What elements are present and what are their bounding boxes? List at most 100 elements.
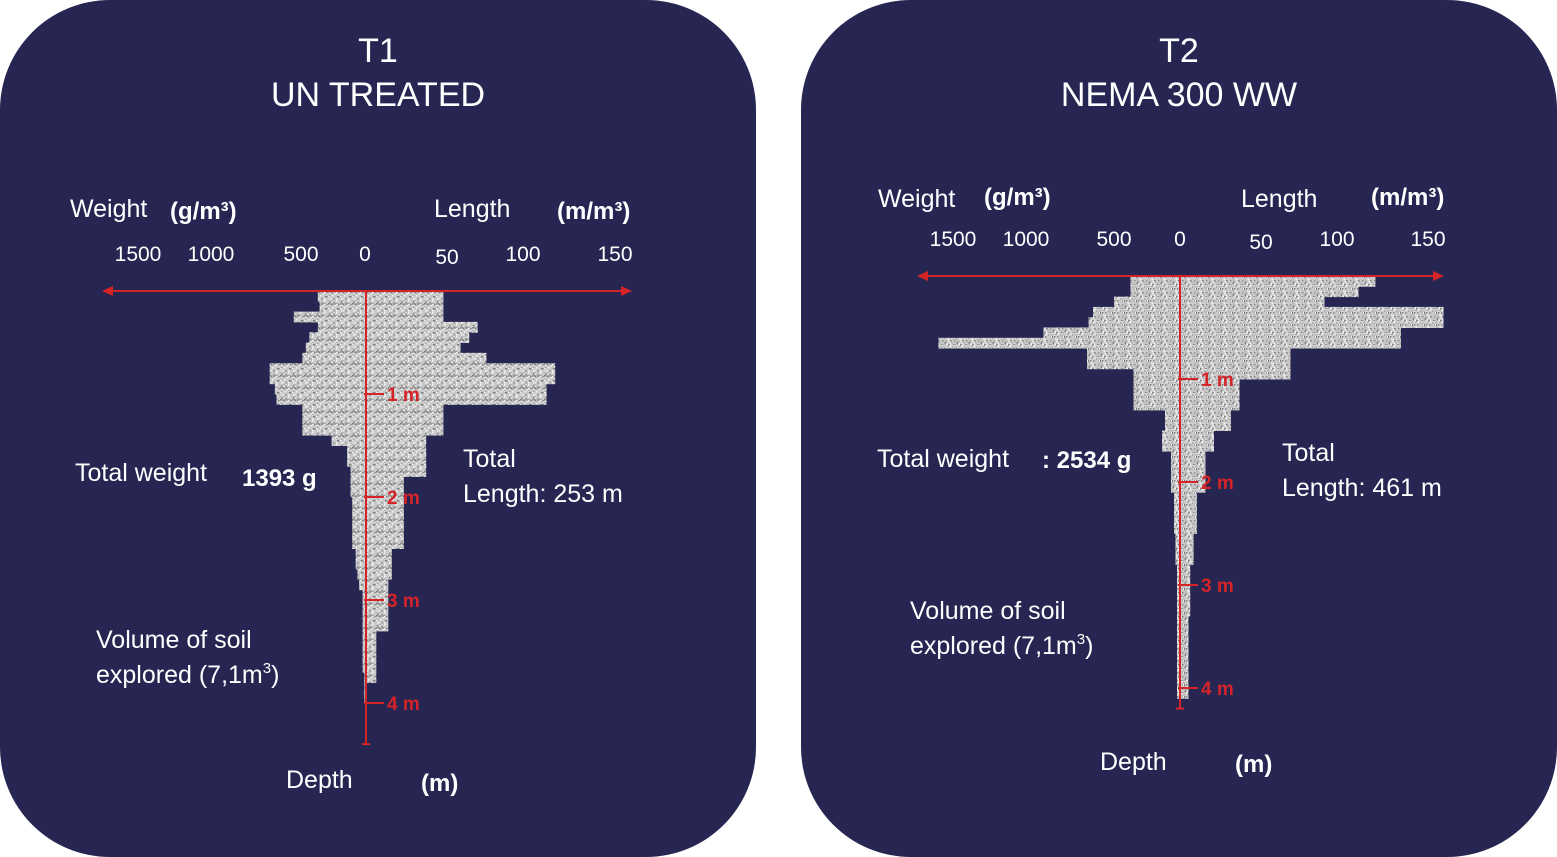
- length-axis-label: Length: [434, 195, 510, 223]
- length-bar: [1180, 368, 1291, 380]
- tick-labels: 1 m 2 m 3 m 4 m 1500 1000 500 0 50 100 150: [115, 243, 633, 715]
- length-bar: [366, 476, 404, 488]
- weight-bar: [1177, 605, 1180, 617]
- weight-bar: [269, 363, 366, 374]
- length-bar: [1180, 564, 1191, 576]
- weight-tick-label: 1000: [1003, 228, 1050, 251]
- depth-tick-label: 2 m: [1201, 473, 1234, 494]
- weight-bar: [1175, 543, 1180, 555]
- total-length-line2: Length: 461 m: [1282, 474, 1442, 502]
- length-bar: [1180, 615, 1189, 627]
- length-bar: [1180, 657, 1189, 668]
- weight-bar: [352, 527, 366, 539]
- weight-bar: [1130, 276, 1180, 287]
- depth-axis-unit: (m): [421, 770, 458, 797]
- length-bar: [1180, 440, 1214, 452]
- weight-bar: [1171, 461, 1180, 473]
- length-axis-label: Length: [1241, 185, 1317, 213]
- weight-bar: [269, 373, 366, 385]
- length-bar: [1180, 471, 1206, 483]
- weight-bar: [302, 404, 366, 416]
- arrow-left-icon: [102, 286, 113, 296]
- length-bar: [1180, 646, 1189, 658]
- weight-bar: [276, 394, 366, 405]
- total-weight-label: Total weight: [75, 459, 207, 487]
- length-bar: [1180, 492, 1197, 504]
- length-bar: [1180, 523, 1197, 534]
- depth-tick-label: 2 m: [387, 488, 420, 509]
- panel-t2: T2 NEMA 300 WW Weight (g/m³) Length (m/m…: [801, 0, 1557, 857]
- length-bar: [366, 435, 427, 446]
- weight-bar: [1177, 636, 1180, 648]
- length-bar: [1180, 348, 1291, 359]
- weight-bar: [1088, 317, 1180, 328]
- weight-bar: [302, 424, 366, 436]
- length-bar: [1180, 533, 1194, 545]
- length-tick-label: 100: [1319, 228, 1354, 251]
- length-bar: [366, 672, 377, 683]
- volume-line2: explored (7,1m3): [96, 660, 279, 689]
- length-bar: [1180, 399, 1240, 411]
- chart-subtitle: NEMA 300 WW: [1061, 76, 1297, 114]
- weight-bar: [1162, 430, 1180, 442]
- weight-bar: [1175, 554, 1180, 565]
- length-bar: [1180, 409, 1231, 421]
- panel-t1: T1 UN TREATED Weight (g/m³) Length (m/m³…: [0, 0, 756, 857]
- length-bar: [366, 538, 404, 549]
- length-bar: [366, 424, 444, 436]
- weight-bar: [347, 445, 366, 457]
- weight-bar: [1174, 502, 1180, 514]
- length-bar: [366, 301, 444, 313]
- length-bar: [1180, 626, 1189, 637]
- weight-bar: [352, 517, 366, 529]
- length-bar: [366, 569, 392, 580]
- chart-t2: T2 NEMA 300 WW Weight (g/m³) Length (m/m…: [877, 32, 1446, 778]
- length-bar: [366, 352, 487, 364]
- weight-bar: [309, 332, 366, 343]
- volume-line1: Volume of soil: [96, 626, 252, 654]
- weight-bar: [1177, 646, 1180, 658]
- length-bar: [366, 394, 547, 405]
- weight-bar: [352, 497, 366, 508]
- length-bar: [366, 486, 404, 498]
- depth-tick-label: 4 m: [387, 694, 420, 715]
- length-bar: [1180, 451, 1206, 462]
- arrow-right-icon: [621, 286, 632, 296]
- weight-tick-label: 1000: [188, 243, 235, 266]
- weight-bar: [319, 301, 366, 313]
- length-bar: [1180, 337, 1401, 349]
- depth-tick-label: 3 m: [387, 591, 420, 612]
- weight-bar: [1162, 440, 1180, 452]
- weight-bar: [352, 538, 366, 549]
- weight-bar: [1130, 286, 1180, 298]
- length-bar: [1180, 543, 1194, 555]
- weight-bar: [352, 507, 366, 519]
- depth-axis-label: Depth: [286, 766, 353, 794]
- length-bar: [366, 455, 427, 467]
- length-bar: [1180, 512, 1197, 524]
- weight-bar: [362, 589, 366, 601]
- length-bar: [1180, 461, 1206, 473]
- weight-bar: [317, 291, 366, 302]
- length-bar: [1180, 636, 1189, 648]
- length-tick-label: 100: [505, 243, 540, 266]
- axes: [917, 271, 1444, 710]
- length-bar: [366, 620, 389, 632]
- total-weight-label: Total weight: [877, 445, 1009, 473]
- weight-bar: [350, 466, 366, 477]
- length-bar: [1180, 296, 1325, 308]
- weight-bar: [1133, 379, 1180, 390]
- depth-axis-label: Depth: [1100, 748, 1167, 776]
- weight-bar: [1165, 420, 1180, 431]
- length-bar: [366, 445, 427, 457]
- length-bar: [366, 342, 461, 354]
- weight-bar: [362, 600, 366, 611]
- length-axis-unit: (m/m³): [557, 198, 630, 225]
- total-weight-value: : 2534 g: [1042, 447, 1131, 474]
- length-bar: [1180, 317, 1444, 328]
- depth-tick-label: 3 m: [1201, 576, 1234, 597]
- length-bar: [366, 373, 556, 385]
- chart-title: T2: [1159, 32, 1199, 70]
- length-bar: [366, 527, 404, 539]
- weight-bar: [362, 661, 366, 673]
